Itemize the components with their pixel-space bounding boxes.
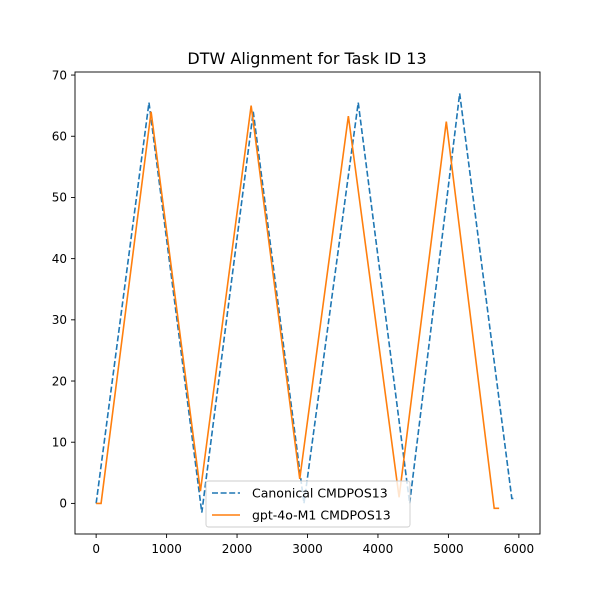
x-tick-label: 3000 — [292, 542, 323, 556]
x-tick-label: 4000 — [363, 542, 394, 556]
y-tick-label: 0 — [59, 497, 67, 511]
x-tick-label: 0 — [92, 542, 100, 556]
y-tick-label: 40 — [52, 252, 67, 266]
plot-area: 0 1000 2000 3000 4000 5000 6000 0 10 20 30 40 50 60 70 — [52, 68, 541, 556]
legend-label-1: gpt-4o-M1 CMDPOS13 — [252, 508, 391, 523]
y-tick-label: 50 — [52, 191, 67, 205]
legend-box — [205, 480, 411, 528]
series-line-0 — [95, 93, 517, 513]
y-tick-label: 30 — [52, 313, 67, 327]
y-tick-label: 60 — [52, 130, 67, 144]
chart-title: DTW Alignment for Task ID 13 — [187, 49, 426, 68]
y-tick-label: 70 — [52, 68, 67, 82]
x-tick-label: 2000 — [222, 542, 253, 556]
x-tick-label: 5000 — [433, 542, 464, 556]
x-tick-label: 6000 — [504, 542, 535, 556]
legend-label-0: Canonical CMDPOS13 — [252, 486, 388, 501]
y-tick-label: 20 — [52, 374, 67, 388]
x-tick-label: 1000 — [151, 542, 182, 556]
series-line-1 — [96, 105, 500, 510]
y-tick-label: 10 — [52, 436, 67, 450]
legend: Canonical CMDPOS13 gpt-4o-M1 CMDPOS13 — [205, 480, 411, 528]
